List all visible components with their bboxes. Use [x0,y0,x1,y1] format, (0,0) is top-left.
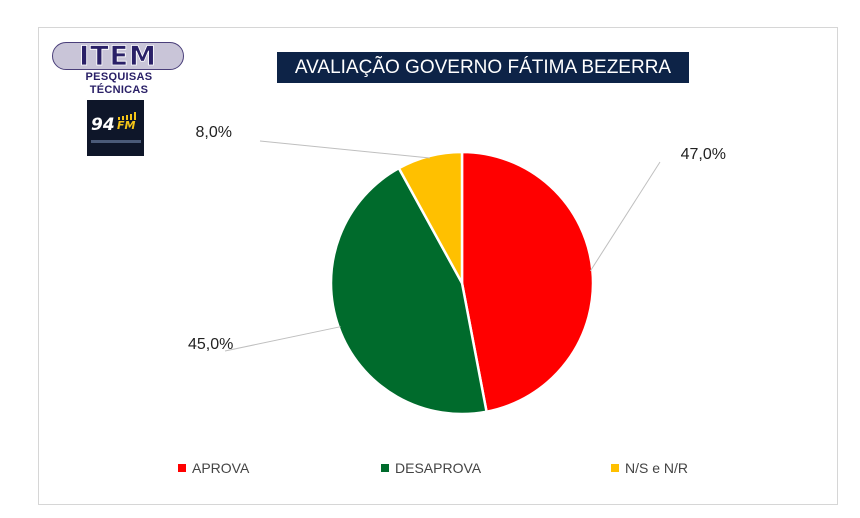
radio-logo-slogan-line [91,140,141,143]
legend-label-ns-nr: N/S e N/R [625,460,689,476]
leader-line-desaprova [224,326,341,352]
legend-label-aprova: APROVA [192,460,250,476]
data-label-desaprova: 45,0% [188,336,233,353]
data-label-ns-nr: 8,0% [196,124,232,141]
leader-lines [224,140,661,352]
item-logo-badge [52,42,184,70]
legend-item-desaprova: DESAPROVA [381,460,481,476]
radio-94fm-logo: 94 FM [87,100,144,156]
leader-line-aprova [590,161,661,272]
pie-slice-ns-nr [397,150,464,284]
signal-bars-icon [118,112,140,120]
pie-slice-aprova [460,150,595,414]
pie-slices [329,150,595,416]
item-logo-wordmark: ITEM [79,41,157,72]
legend-swatch-aprova [178,464,186,472]
legend-item-aprova: APROVA [178,460,249,476]
data-label-aprova: 47,0% [681,146,726,163]
radio-logo-band: FM [117,119,136,132]
item-logo-tagline: PESQUISAS TÉCNICAS [85,71,153,96]
leader-line-ns-nr [259,140,430,159]
radio-logo-number: 94 [91,115,115,135]
item-logo: ITEM PESQUISAS TÉCNICAS [52,41,184,96]
legend-label-desaprova: DESAPROVA [395,460,482,476]
legend-swatch-ns-nr [611,464,619,472]
chart-title: AVALIAÇÃO GOVERNO FÁTIMA BEZERRA [277,52,689,83]
data-labels: 47,0% 45,0% 8,0% [188,124,726,353]
legend-item-ns-nr: N/S e N/R [611,460,688,476]
legend-swatch-desaprova [381,464,389,472]
